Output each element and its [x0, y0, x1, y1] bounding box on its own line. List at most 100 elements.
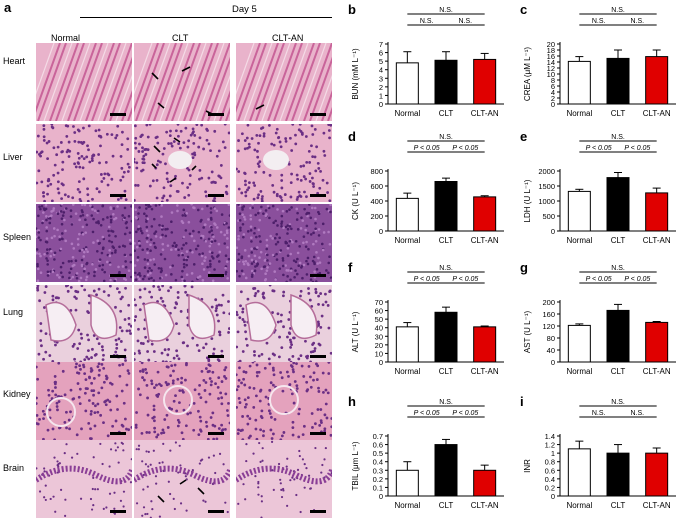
cell-nucleus: [182, 243, 185, 247]
cell-nucleus: [204, 239, 208, 243]
cell-nucleus: [260, 199, 264, 202]
cell-nucleus: [78, 232, 81, 236]
cell-nucleus: [275, 127, 279, 131]
cell-nucleus: [257, 486, 260, 489]
cell-nucleus: [192, 141, 196, 145]
cell-nucleus: [308, 204, 311, 206]
cell-nucleus: [143, 212, 146, 216]
cell-nucleus: [217, 174, 221, 178]
cell-nucleus: [134, 358, 136, 361]
cell-nucleus: [318, 271, 322, 275]
cell-nucleus: [44, 498, 47, 502]
cell-nucleus: [148, 184, 152, 188]
cell-nucleus: [243, 405, 247, 409]
cell-nucleus: [328, 242, 332, 246]
cell-nucleus: [109, 408, 113, 412]
cell-nucleus: [59, 141, 63, 144]
cell-nucleus: [236, 167, 238, 171]
cell-nucleus: [303, 190, 306, 194]
cell-nucleus: [145, 240, 149, 244]
cell-nucleus: [214, 298, 218, 302]
cell-nucleus: [194, 247, 198, 251]
cell-nucleus: [241, 307, 245, 311]
cell-nucleus: [184, 242, 188, 245]
panel-label-g: g: [520, 260, 528, 275]
cell-nucleus: [119, 340, 123, 343]
cell-nucleus: [49, 254, 52, 258]
cell-nucleus: [60, 237, 64, 241]
cell-nucleus: [329, 351, 332, 355]
cell-nucleus: [105, 506, 108, 509]
cell-nucleus: [213, 207, 217, 210]
cell-nucleus: [297, 190, 301, 194]
cell-nucleus: [210, 226, 213, 229]
cell-nucleus: [153, 426, 157, 430]
cell-nucleus: [327, 326, 331, 330]
cell-nucleus: [280, 488, 283, 491]
cell-nucleus: [201, 252, 205, 255]
cell-nucleus: [90, 437, 93, 440]
cell-nucleus: [67, 140, 71, 144]
cell-nucleus: [114, 251, 117, 254]
cell-nucleus: [49, 249, 53, 253]
cell-nucleus: [272, 143, 276, 147]
cell-nucleus: [263, 366, 267, 370]
cell-nucleus: [178, 401, 181, 404]
cell-nucleus: [65, 426, 68, 430]
cell-nucleus: [118, 326, 122, 329]
cell-nucleus: [315, 362, 318, 366]
cell-nucleus: [120, 166, 124, 170]
cell-nucleus: [158, 515, 162, 518]
cell-nucleus: [97, 362, 101, 366]
cell-nucleus: [173, 241, 176, 245]
cell-nucleus: [184, 424, 188, 428]
cell-nucleus: [167, 348, 171, 351]
cell-nucleus: [170, 211, 174, 214]
cell-nucleus: [224, 392, 228, 396]
cell-nucleus: [39, 322, 43, 325]
cell-nucleus: [323, 413, 327, 417]
cell-nucleus: [237, 258, 240, 262]
cell-nucleus: [86, 387, 89, 391]
cell-nucleus: [286, 335, 289, 339]
cell-nucleus: [56, 145, 60, 149]
cell-nucleus: [43, 208, 46, 212]
cell-nucleus: [81, 213, 85, 217]
cell-nucleus: [286, 227, 290, 231]
cell-nucleus: [150, 295, 153, 299]
cell-nucleus: [294, 269, 297, 272]
cell-nucleus: [144, 368, 147, 371]
cell-nucleus: [248, 386, 252, 390]
cell-nucleus: [288, 136, 292, 140]
cell-nucleus: [310, 206, 314, 210]
cell-nucleus: [61, 369, 65, 373]
x-tick-label: CLT: [611, 501, 626, 510]
cell-nucleus: [237, 187, 241, 191]
cell-nucleus: [182, 265, 186, 269]
cell-nucleus: [139, 227, 142, 230]
cell-nucleus: [274, 242, 278, 246]
cell-nucleus: [79, 332, 83, 336]
cell-nucleus: [227, 131, 230, 135]
cell-nucleus: [199, 428, 202, 432]
cell-nucleus: [198, 177, 201, 181]
cell-nucleus: [328, 199, 332, 202]
cell-nucleus: [206, 204, 209, 208]
cell-nucleus: [36, 252, 38, 255]
cell-nucleus: [151, 179, 155, 183]
arrow-marker: [255, 104, 265, 110]
cell-nucleus: [310, 412, 314, 415]
cell-nucleus: [137, 225, 141, 228]
cell-nucleus: [174, 174, 177, 178]
cell-nucleus: [94, 404, 97, 408]
cell-nucleus: [300, 264, 304, 268]
y-tick-label: 70: [375, 298, 383, 307]
cell-nucleus: [236, 385, 240, 388]
cell-nucleus: [302, 424, 306, 428]
cell-nucleus: [281, 259, 285, 262]
scale-bar: [208, 274, 224, 277]
cell-nucleus: [106, 434, 110, 438]
y-tick-label: 50: [375, 315, 383, 324]
cell-nucleus: [138, 295, 142, 299]
cell-nucleus: [210, 380, 213, 383]
